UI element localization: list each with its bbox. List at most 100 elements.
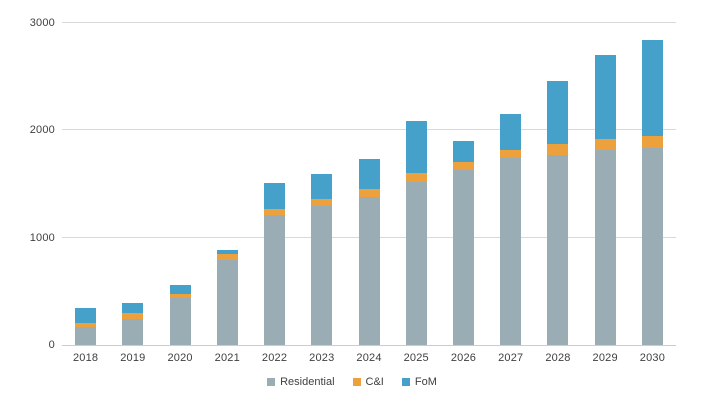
bar-slot-2021 [204,23,251,345]
bar-segment-2027-fom [500,114,522,151]
x-tick-label-2022: 2022 [261,352,288,364]
bar-2018 [75,308,97,345]
bar-segment-2030-residential [641,148,663,345]
bar-segment-2024-ci [358,189,380,197]
bar-slot-2026 [440,23,487,345]
x-tick-label-2021: 2021 [214,352,240,364]
bar-segment-2025-fom [405,121,427,174]
x-tick-label-2030: 2030 [639,352,666,364]
bar-segment-2023-ci [311,198,333,207]
bar-segment-2029-ci [594,139,616,151]
bar-slot-2020 [156,23,203,345]
bar-segment-2018-ci [75,323,97,328]
bar-segment-2021-fom [216,249,238,255]
bar-segment-2030-fom [641,40,663,137]
bar-2027 [500,114,522,345]
bar-slot-2027 [487,23,534,345]
bar-segment-2026-fom [452,141,474,162]
bar-segment-2018-residential [75,327,97,345]
bar-slot-2018 [62,23,109,345]
gridline-2000 [62,129,676,131]
y-tick-label-2000: 2000 [29,124,55,137]
bar-segment-2019-fom [122,302,144,313]
bar-2029 [594,55,616,345]
y-tick-label-1000: 1000 [29,231,55,244]
gridline-0 [62,345,676,346]
bar-2021 [216,249,238,345]
bar-segment-2022-ci [264,209,286,216]
bar-2020 [169,285,191,345]
bar-segment-2021-ci [216,254,238,261]
bar-2025 [405,121,427,345]
bar-segment-2028-ci [547,144,569,156]
bar-segment-2024-residential [358,196,380,345]
bar-segment-2021-residential [216,260,238,345]
bar-segment-2023-residential [311,206,333,345]
legend-item-residential: Residential [267,376,335,388]
legend-item-fom: FoM [401,376,437,388]
bar-segment-2029-fom [594,55,616,140]
x-tick-label-2025: 2025 [403,352,429,364]
bar-segment-2024-fom [358,159,380,190]
bar-slot-2023 [298,23,345,345]
bar-slot-2025 [393,23,440,345]
bar-2023 [311,174,333,345]
legend-label-fom: FoM [414,376,437,388]
bar-segment-2027-ci [500,150,522,159]
bar-segment-2019-ci [122,312,144,319]
plot-area [62,22,676,346]
bar-segment-2030-ci [641,136,663,149]
x-tick-label-2020: 2020 [167,352,193,364]
legend-swatch-residential [267,378,276,386]
x-tick-label-2023: 2023 [309,352,335,364]
x-tick-label-2027: 2027 [498,352,524,364]
bar-slot-2029 [582,23,629,345]
bar-segment-2026-residential [452,170,474,345]
legend-swatch-ci [352,378,361,386]
bar-slot-2030 [629,23,676,345]
bar-slot-2019 [109,23,156,345]
bar-2019 [122,302,144,345]
y-tick-label-0: 0 [48,339,55,351]
legend: Residential C&I FoM [0,376,704,388]
bar-segment-2029-residential [594,150,616,345]
gridline-3000 [62,22,676,23]
x-tick-label-2026: 2026 [450,352,477,364]
bar-slot-2022 [251,23,298,345]
bars-row [62,23,676,345]
legend-item-ci: C&I [352,376,384,388]
bar-segment-2027-residential [500,158,522,345]
bar-segment-2023-fom [311,174,333,199]
bar-segment-2025-residential [405,182,427,345]
bar-segment-2020-residential [169,297,191,345]
legend-swatch-fom [401,378,410,386]
legend-label-residential: Residential [280,376,335,388]
bar-segment-2026-ci [452,162,474,171]
x-tick-label-2028: 2028 [545,352,571,364]
x-tick-label-2019: 2019 [120,352,146,364]
bar-segment-2025-ci [405,173,427,183]
x-axis: 2018 2019 2020 2021 2022 2023 2024 2025 2026 2027… [62,352,676,364]
bar-slot-2028 [534,23,581,345]
bar-segment-2020-fom [169,285,191,294]
bar-segment-2020-ci [169,293,191,298]
bar-segment-2022-fom [264,182,286,210]
bar-segment-2028-fom [547,81,569,145]
y-tick-label-3000: 3000 [29,17,55,29]
x-tick-label-2018: 2018 [72,352,99,364]
y-axis: 0 1000 2000 3000 [0,0,55,405]
legend-label-ci: C&I [365,376,384,388]
x-tick-label-2029: 2029 [592,352,618,364]
bar-slot-2024 [345,23,392,345]
bar-segment-2018-fom [75,308,97,324]
bar-2028 [547,81,569,345]
bar-2022 [264,182,286,345]
bar-2026 [452,141,474,345]
bar-segment-2019-residential [122,318,144,345]
bar-segment-2022-residential [264,215,286,345]
bar-2024 [358,159,380,345]
x-tick-label-2024: 2024 [356,352,382,364]
bar-2030 [641,40,663,345]
bar-segment-2028-residential [547,155,569,345]
